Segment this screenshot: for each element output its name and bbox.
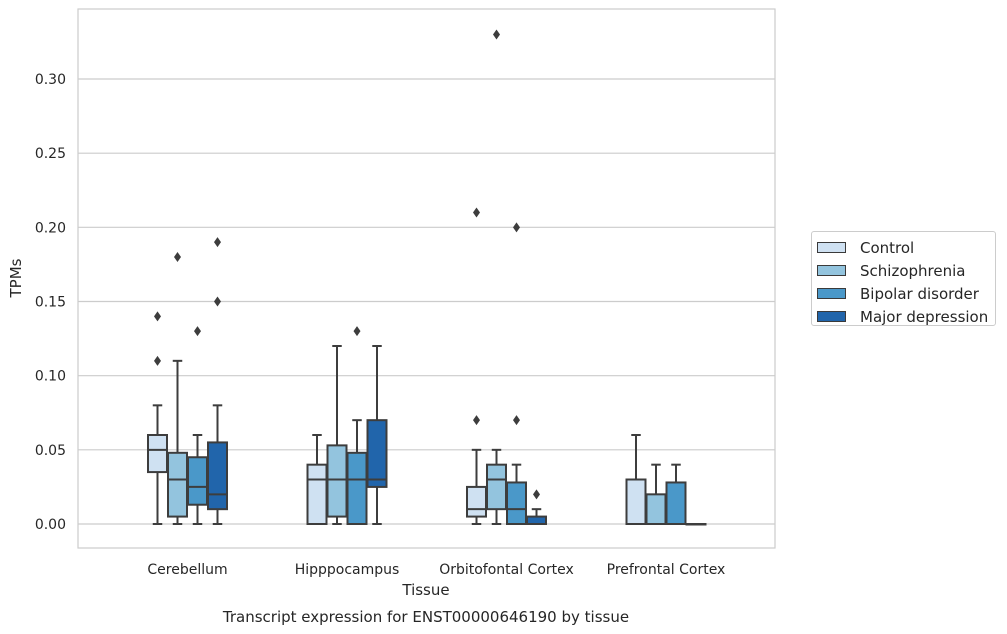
outlier-point bbox=[473, 415, 480, 426]
outlier-point bbox=[493, 29, 500, 40]
legend-label: Major depression bbox=[860, 307, 989, 326]
box-major-depression bbox=[526, 489, 547, 525]
chart-caption: Transcript expression for ENST0000064619… bbox=[222, 608, 629, 626]
box-control bbox=[147, 311, 168, 525]
outlier-point bbox=[174, 252, 181, 262]
box-control bbox=[625, 434, 647, 525]
legend-item: Schizophrenia bbox=[817, 259, 995, 282]
y-tick-label: 0.05 bbox=[35, 443, 66, 459]
iqr-box bbox=[187, 456, 208, 506]
y-gridlines bbox=[78, 78, 775, 525]
box-bipolar-disorder bbox=[665, 463, 687, 526]
iqr-box bbox=[306, 463, 328, 525]
box-bipolar-disorder bbox=[187, 326, 208, 525]
x-tick-label: Orbitofontal Cortex bbox=[439, 562, 574, 578]
y-tick-label: 0.25 bbox=[35, 146, 66, 162]
plot-area-frame bbox=[77, 8, 776, 549]
legend-swatch bbox=[817, 242, 846, 253]
outlier-point bbox=[194, 326, 201, 337]
legend: Control Schizophrenia Bipolar disorder Majo… bbox=[811, 231, 996, 326]
y-tick-label: 0.00 bbox=[35, 517, 66, 533]
y-tick-label: 0.30 bbox=[35, 72, 66, 88]
box-bipolar-disorder bbox=[346, 326, 368, 525]
legend-label: Control bbox=[860, 238, 915, 257]
outlier-point bbox=[533, 489, 540, 500]
box-schizophrenia bbox=[645, 463, 667, 526]
box-bipolar-disorder bbox=[506, 222, 527, 526]
box-major-depression bbox=[366, 345, 388, 525]
y-tick-labels: 0.00 0.05 0.10 0.15 0.20 0.25 0.30 bbox=[35, 72, 66, 533]
box-schizophrenia bbox=[486, 29, 507, 525]
y-tick-label: 0.20 bbox=[35, 220, 66, 236]
outlier-point bbox=[154, 311, 161, 322]
y-axis-label: TPMs bbox=[7, 258, 25, 298]
outlier-point bbox=[353, 326, 361, 337]
outlier-point bbox=[513, 222, 520, 233]
legend-item: Control bbox=[817, 236, 995, 259]
legend-swatch bbox=[817, 311, 846, 322]
legend-label: Bipolar disorder bbox=[860, 284, 979, 303]
iqr-box bbox=[506, 481, 527, 526]
y-tick-label: 0.10 bbox=[35, 369, 66, 385]
outlier-point bbox=[473, 207, 480, 218]
iqr-box bbox=[167, 451, 188, 518]
outlier-point bbox=[154, 355, 161, 366]
box-major-depression bbox=[207, 237, 228, 525]
iqr-box bbox=[526, 515, 547, 525]
outlier-point bbox=[214, 237, 221, 248]
legend-swatch bbox=[817, 288, 846, 299]
iqr-box bbox=[326, 444, 348, 518]
box-schizophrenia bbox=[326, 345, 348, 525]
x-axis-label: Tissue bbox=[401, 581, 449, 599]
box-schizophrenia bbox=[167, 252, 188, 525]
iqr-box bbox=[346, 451, 368, 525]
iqr-box bbox=[366, 419, 388, 488]
x-tick-label: Prefrontal Cortex bbox=[607, 562, 726, 578]
iqr-box bbox=[625, 478, 647, 525]
box-major-depression bbox=[685, 523, 707, 526]
box-control bbox=[306, 434, 328, 525]
iqr-box bbox=[665, 481, 687, 526]
legend-swatch bbox=[817, 265, 846, 276]
y-tick-label: 0.15 bbox=[35, 295, 66, 311]
iqr-box bbox=[645, 493, 667, 526]
outlier-point bbox=[513, 415, 520, 426]
legend-item: Bipolar disorder bbox=[817, 282, 995, 305]
iqr-box bbox=[207, 441, 228, 511]
iqr-box bbox=[486, 463, 507, 511]
box-control bbox=[466, 207, 487, 525]
legend-label: Schizophrenia bbox=[860, 261, 966, 280]
x-tick-label: Cerebellum bbox=[147, 562, 227, 578]
box-groups bbox=[147, 29, 707, 526]
outlier-point bbox=[214, 296, 221, 307]
iqr-box bbox=[147, 434, 168, 474]
x-tick-labels: Cerebellum Hipppocampus Orbitofontal Corte… bbox=[147, 562, 725, 578]
x-tick-label: Hipppocampus bbox=[295, 562, 400, 578]
legend-item: Major depression bbox=[817, 305, 995, 328]
iqr-box bbox=[466, 485, 487, 518]
